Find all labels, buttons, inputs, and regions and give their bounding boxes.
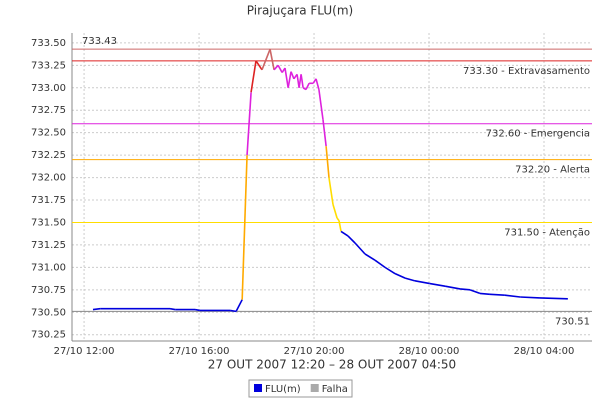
- line-segment: [255, 60, 263, 71]
- line-segment: [328, 177, 334, 205]
- line-segment: [287, 71, 292, 88]
- line-segment: [250, 60, 257, 93]
- line-segment: [444, 285, 461, 290]
- line-segment: [429, 282, 446, 288]
- line-segment: [354, 242, 366, 255]
- line-segment: [194, 308, 201, 312]
- chart-title: Pirajuçara FLU(m): [247, 4, 353, 18]
- line-segment: [394, 272, 406, 279]
- line-segment: [404, 277, 416, 282]
- x-tick-label: 28/10 04:00: [514, 346, 575, 357]
- line-segment: [325, 146, 330, 178]
- y-tick-label: 731.00: [31, 262, 66, 273]
- x-tick-label: 27/10 12:00: [54, 346, 115, 357]
- line-segment: [504, 294, 521, 298]
- y-tick-label: 733.50: [31, 38, 66, 49]
- line-segment: [229, 309, 237, 313]
- legend-label: Falha: [322, 384, 348, 395]
- line-segment: [364, 253, 376, 261]
- threshold-label: 730.51: [555, 316, 590, 327]
- y-tick-label: 730.75: [31, 285, 66, 296]
- line-segment: [520, 296, 541, 299]
- line-segment: [539, 297, 568, 300]
- line-segment: [235, 299, 243, 312]
- line-segment: [414, 280, 431, 285]
- line-segment: [384, 266, 396, 275]
- line-segment: [318, 89, 324, 120]
- line-segment: [315, 78, 320, 90]
- y-tick-label: 731.50: [31, 217, 66, 228]
- line-segment: [479, 292, 491, 296]
- y-tick-label: 732.00: [31, 173, 66, 184]
- y-tick-label: 731.75: [31, 195, 66, 206]
- line-segment: [300, 74, 304, 88]
- legend-label: FLU(m): [265, 384, 301, 395]
- y-tick-label: 733.00: [31, 83, 66, 94]
- line-segment: [290, 71, 295, 80]
- line-segment: [374, 259, 386, 269]
- legend-swatch: [310, 384, 319, 392]
- y-tick-label: 730.50: [31, 307, 66, 318]
- threshold-label: 731.50 - Atenção: [504, 227, 590, 238]
- y-tick-label: 733.25: [31, 60, 66, 71]
- x-tick-label: 27/10 16:00: [169, 346, 230, 357]
- x-tick-label: 27/10 20:00: [284, 346, 345, 357]
- line-segment: [241, 155, 248, 300]
- y-tick-label: 732.25: [31, 150, 66, 161]
- line-segment: [489, 293, 505, 297]
- line-segment: [336, 217, 340, 222]
- line-segment: [261, 48, 271, 71]
- line-segment: [246, 92, 252, 156]
- line-segment: [277, 64, 283, 73]
- threshold-label: 732.60 - Emergencia: [486, 129, 590, 140]
- y-tick-label: 732.50: [31, 128, 66, 139]
- y-tick-label: 730.25: [31, 330, 66, 341]
- line-segment: [332, 204, 338, 219]
- line-segment: [269, 49, 275, 70]
- y-tick-label: 732.75: [31, 105, 66, 116]
- line-segment: [338, 220, 342, 232]
- line-segment: [469, 289, 481, 295]
- chart-subtitle: 27 OUT 2007 12:20 – 28 OUT 2007 04:50: [208, 358, 456, 372]
- line-segment: [284, 67, 289, 88]
- line-segment: [169, 307, 176, 311]
- threshold-label: 733.43: [82, 36, 117, 47]
- line-segment: [340, 230, 349, 237]
- line-segment: [92, 307, 101, 311]
- threshold-label: 732.20 - Alerta: [515, 165, 590, 176]
- line-segment: [305, 82, 310, 90]
- threshold-label: 733.30 - Extravasamento: [463, 66, 590, 77]
- line-segment: [347, 235, 356, 244]
- x-tick-label: 28/10 00:00: [399, 346, 460, 357]
- y-tick-label: 731.25: [31, 240, 66, 251]
- legend-swatch: [254, 384, 262, 392]
- line-segment: [459, 288, 471, 291]
- line-segment: [273, 64, 279, 71]
- legend: [248, 379, 353, 398]
- line-segment: [322, 119, 327, 147]
